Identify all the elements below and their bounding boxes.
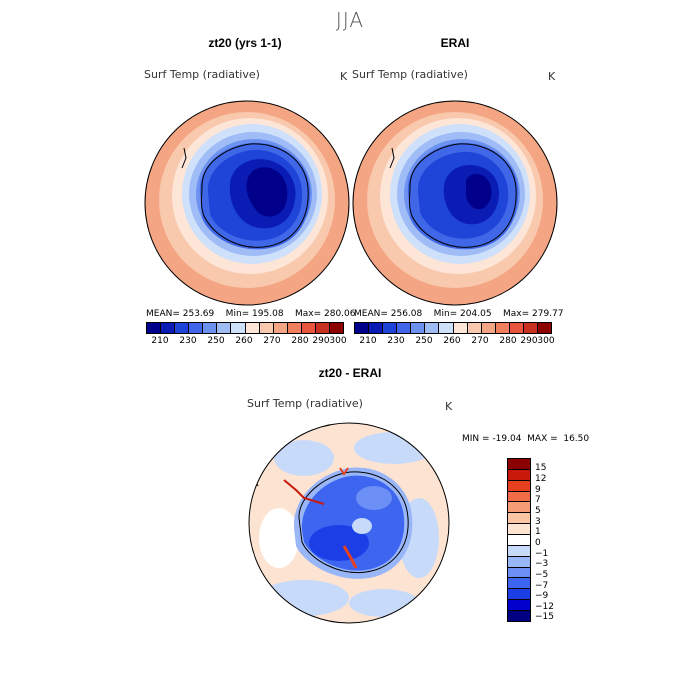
unit-label-model: K xyxy=(340,70,348,83)
colorbar-tick: 230 xyxy=(387,336,405,346)
stats-model: MEAN= 253.69 Min= 195.08 Max= 280.06 xyxy=(146,309,356,319)
colorbar-swatch xyxy=(315,323,331,333)
colorbar-tick: 3 xyxy=(535,517,541,527)
colorbar-swatch xyxy=(453,323,468,333)
panel-title-model: zt20 (yrs 1-1) xyxy=(208,36,282,50)
colorbar-tick: 280 xyxy=(499,336,517,346)
colorbar-swatch xyxy=(508,459,530,470)
colorbar-swatch xyxy=(495,323,510,333)
colorbar-swatch xyxy=(397,323,412,333)
colorbar-tick: 15 xyxy=(535,463,547,473)
colorbar-tick: 1 xyxy=(535,527,541,537)
colorbar-tick: 9 xyxy=(535,485,541,495)
colorbar-tick: 300 xyxy=(537,336,555,346)
colorbar-tick: −1 xyxy=(535,549,549,559)
colorbar-swatch xyxy=(425,323,440,333)
colorbar-swatch xyxy=(439,323,454,333)
colorbar-tick: 260 xyxy=(443,336,461,346)
colorbar-swatch xyxy=(355,323,370,333)
map-obs-polar xyxy=(352,100,558,306)
colorbar-swatch xyxy=(301,323,316,333)
colorbar-tick: 5 xyxy=(535,506,541,516)
colorbar-swatch xyxy=(508,535,530,546)
colorbar-swatch xyxy=(287,323,302,333)
colorbar-tick: 270 xyxy=(263,336,281,346)
colorbar-swatch xyxy=(523,323,539,333)
stats-diff: MIN = -19.04 MAX = 16.50 xyxy=(462,434,590,444)
colorbar-swatch xyxy=(245,323,260,333)
colorbar-swatch xyxy=(383,323,398,333)
colorbar-tick: 300 xyxy=(329,336,347,346)
colorbar-swatch xyxy=(508,600,530,612)
colorbar-labels-obs: 210 230 250 260 270 280 290 300 xyxy=(354,336,554,348)
colorbar-swatch xyxy=(467,323,482,333)
colorbar-swatch xyxy=(259,323,274,333)
panel-title-obs: ERAI xyxy=(440,36,470,50)
colorbar-tick: −9 xyxy=(535,591,549,601)
colorbar-tick: −7 xyxy=(535,581,549,591)
colorbar-tick: 290 xyxy=(312,336,330,346)
map-diff-polar xyxy=(248,422,450,624)
colorbar-swatch xyxy=(369,323,384,333)
colorbar-swatch xyxy=(508,491,530,503)
colorbar-swatch xyxy=(508,480,530,492)
colorbar-tick: 230 xyxy=(179,336,197,346)
unit-label-obs: K xyxy=(548,70,556,83)
colorbar-swatch xyxy=(538,323,552,333)
colorbar-swatch xyxy=(217,323,232,333)
stats-obs: MEAN= 256.08 Min= 204.05 Max= 279.77 xyxy=(354,309,564,319)
colorbar-labels-diff: 15 12 9 7 5 3 1 0 −1 −3 −5 −7 −9 −12 −15 xyxy=(535,458,565,622)
unit-label-diff: K xyxy=(445,400,453,413)
colorbar-swatch xyxy=(508,469,530,481)
colorbar-tick: −12 xyxy=(535,602,554,612)
colorbar-swatch xyxy=(508,589,530,601)
colorbar-swatch xyxy=(147,323,162,333)
colorbar-tick: −15 xyxy=(535,612,554,622)
colorbar-tick: 210 xyxy=(151,336,169,346)
colorbar-swatch xyxy=(189,323,204,333)
colorbar-tick: 250 xyxy=(207,336,225,346)
colorbar-swatch xyxy=(508,524,530,536)
colorbar-labels-model: 210 230 250 260 270 280 290 300 xyxy=(146,336,346,348)
colorbar-tick: 290 xyxy=(520,336,538,346)
colorbar-tick: 250 xyxy=(415,336,433,346)
colorbar-swatch xyxy=(411,323,426,333)
colorbar-tick: −5 xyxy=(535,570,549,580)
season-title: JJA xyxy=(335,8,365,32)
colorbar-swatch xyxy=(508,611,530,621)
map-model-polar xyxy=(144,100,350,306)
colorbar-tick: 280 xyxy=(291,336,309,346)
colorbar-swatch xyxy=(175,323,190,333)
colorbar-model xyxy=(146,322,344,334)
panel-title-diff: zt20 - ERAI xyxy=(318,366,382,380)
colorbar-tick: 270 xyxy=(471,336,489,346)
colorbar-tick: 260 xyxy=(235,336,253,346)
colorbar-swatch xyxy=(508,545,530,557)
colorbar-swatch xyxy=(508,513,530,525)
variable-label-diff: Surf Temp (radiative) xyxy=(247,397,363,410)
colorbar-swatch xyxy=(508,567,530,579)
colorbar-swatch xyxy=(508,556,530,568)
colorbar-swatch xyxy=(231,323,246,333)
colorbar-tick: 210 xyxy=(359,336,377,346)
colorbar-swatch xyxy=(203,323,218,333)
variable-label-obs: Surf Temp (radiative) xyxy=(352,68,468,81)
colorbar-swatch xyxy=(508,578,530,590)
colorbar-swatch xyxy=(330,323,344,333)
colorbar-obs xyxy=(354,322,552,334)
colorbar-swatch xyxy=(161,323,176,333)
colorbar-swatch xyxy=(509,323,524,333)
colorbar-swatch xyxy=(508,502,530,514)
colorbar-tick: −3 xyxy=(535,559,549,569)
colorbar-diff xyxy=(507,458,531,622)
colorbar-swatch xyxy=(481,323,496,333)
colorbar-tick: 0 xyxy=(535,538,541,548)
colorbar-tick: 12 xyxy=(535,474,547,484)
colorbar-swatch xyxy=(273,323,288,333)
variable-label-model: Surf Temp (radiative) xyxy=(144,68,260,81)
colorbar-tick: 7 xyxy=(535,495,541,505)
